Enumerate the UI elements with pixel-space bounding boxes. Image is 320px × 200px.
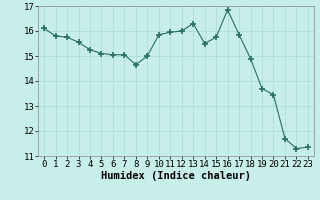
- X-axis label: Humidex (Indice chaleur): Humidex (Indice chaleur): [101, 171, 251, 181]
